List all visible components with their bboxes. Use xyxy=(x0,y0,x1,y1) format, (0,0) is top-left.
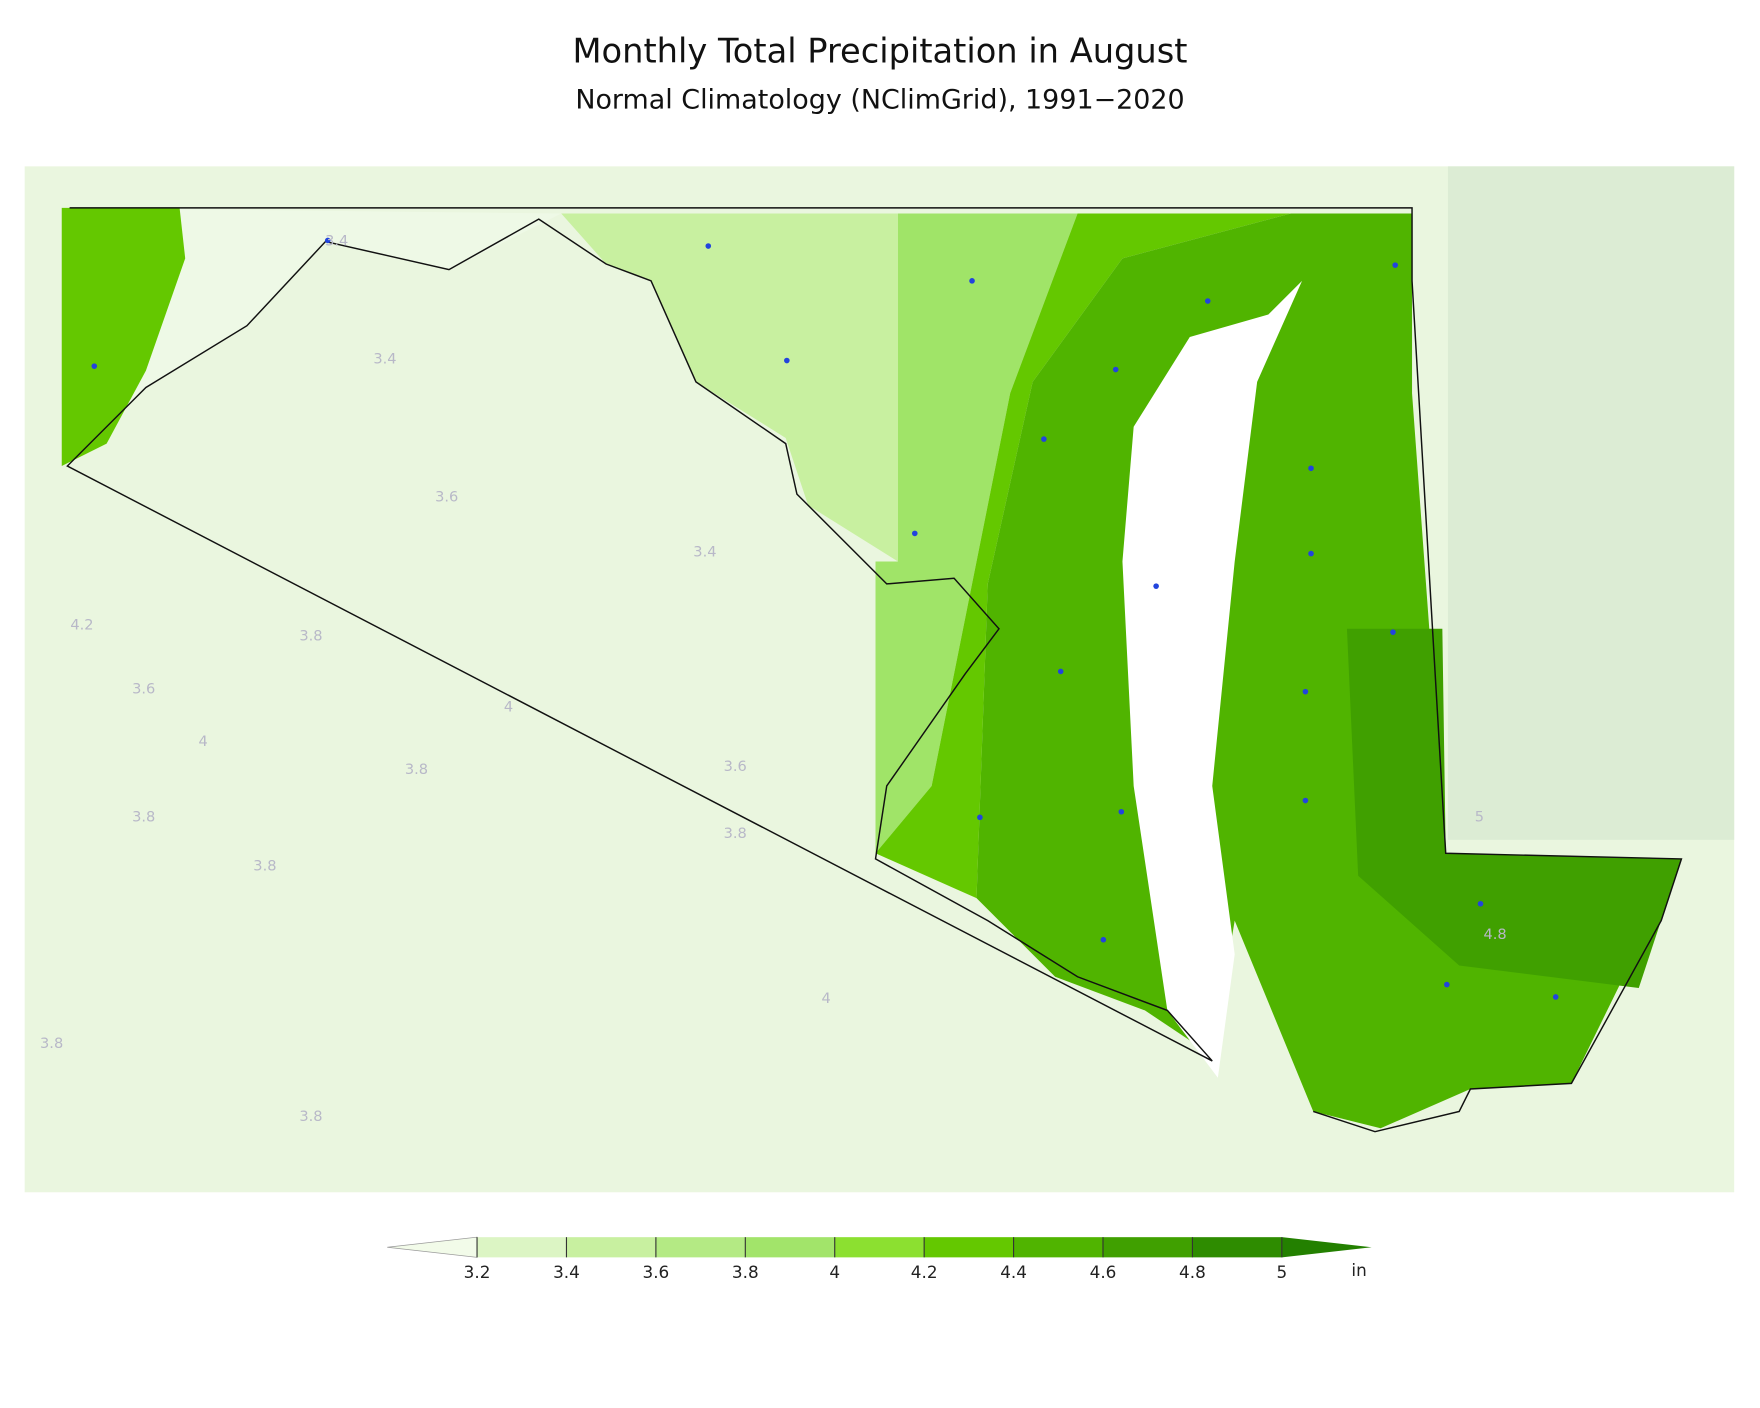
colorbar-band xyxy=(1102,1237,1193,1258)
contour-label: 3.6 xyxy=(132,680,155,697)
contour-label: 3.8 xyxy=(299,628,322,645)
contour-label: 4 xyxy=(821,990,830,1007)
contour-label: 3.4 xyxy=(373,350,396,367)
contour-label: 3.8 xyxy=(253,858,276,875)
contour-label: 5 xyxy=(1475,808,1484,825)
chesapeake-bay xyxy=(1122,280,1303,1078)
contour-label: 3.4 xyxy=(693,543,716,560)
region-fill xyxy=(1346,628,1682,988)
colorbar-unit: in xyxy=(1351,1260,1366,1280)
colorbar-band xyxy=(745,1237,835,1258)
contour-label: 4.2 xyxy=(70,616,93,633)
region-fill xyxy=(875,213,1078,854)
colorbar-tick-label: 4.8 xyxy=(1179,1262,1206,1282)
delaware-area xyxy=(1447,166,1735,840)
colorbar-low xyxy=(387,1236,478,1258)
contour-label: 3.8 xyxy=(724,825,747,842)
colorbar-tick-label: 3.2 xyxy=(464,1262,491,1282)
colorbar-tick-label: 4 xyxy=(829,1262,840,1282)
region-fill xyxy=(61,207,186,467)
colorbar-band xyxy=(477,1237,567,1258)
western-area xyxy=(67,207,562,467)
colorbar-band xyxy=(834,1237,925,1258)
contour-label: 3.4 xyxy=(325,233,348,250)
colorbar-tick-label: 3.6 xyxy=(643,1262,670,1282)
subtitle: Normal Climatology (NClimGrid), 1991−202… xyxy=(575,85,1184,116)
contour-label: 3.6 xyxy=(435,488,458,505)
map: 3.4 3.4 3.6 3.4 4.2 3.8 3.6 4 4 3.8 3.6 3.8 3.8 3.8 4 3… xyxy=(24,166,1735,1193)
contour-label: 3.8 xyxy=(40,1035,63,1052)
contour-label: 4 xyxy=(504,698,513,715)
state-outline xyxy=(66,207,1683,1133)
colorbar-tick-label: 4.6 xyxy=(1090,1262,1117,1282)
stations xyxy=(91,237,1559,1000)
colorbar-tick-label: 3.4 xyxy=(553,1262,580,1282)
colorbar-tick-label: 3.8 xyxy=(732,1262,759,1282)
contour-label: 3.8 xyxy=(405,761,428,778)
colorbar-tick-label: 4.4 xyxy=(1000,1262,1027,1282)
colorbar-band xyxy=(655,1237,746,1258)
title: Monthly Total Precipitation in August xyxy=(573,31,1188,70)
colorbar-high xyxy=(1281,1237,1372,1258)
colorbar-band xyxy=(1013,1237,1103,1258)
colorbar-band xyxy=(566,1237,656,1258)
contour-label: 4.8 xyxy=(1484,926,1507,943)
contour-label: 3.8 xyxy=(299,1108,322,1125)
colorbar-band xyxy=(1192,1237,1282,1258)
region-fill xyxy=(875,213,1291,899)
contour-label: 4 xyxy=(199,733,208,750)
colorbar-band xyxy=(924,1237,1014,1258)
contour-labels: 3.4 3.4 3.6 3.4 4.2 3.8 3.6 4 4 3.8 3.6 3.8 3.8 3.8 4 3… xyxy=(40,233,1507,1126)
colorbar: 3.2 3.4 3.6 3.8 4 4.2 4.4 4.6 4.8 5 in xyxy=(387,1236,1372,1282)
contour-label: 3.6 xyxy=(724,758,747,775)
colorbar-tick-label: 4.2 xyxy=(911,1262,938,1282)
colorbar-tick-label: 5 xyxy=(1276,1262,1287,1282)
contour-label: 3.8 xyxy=(132,808,155,825)
region-fill xyxy=(561,213,898,562)
